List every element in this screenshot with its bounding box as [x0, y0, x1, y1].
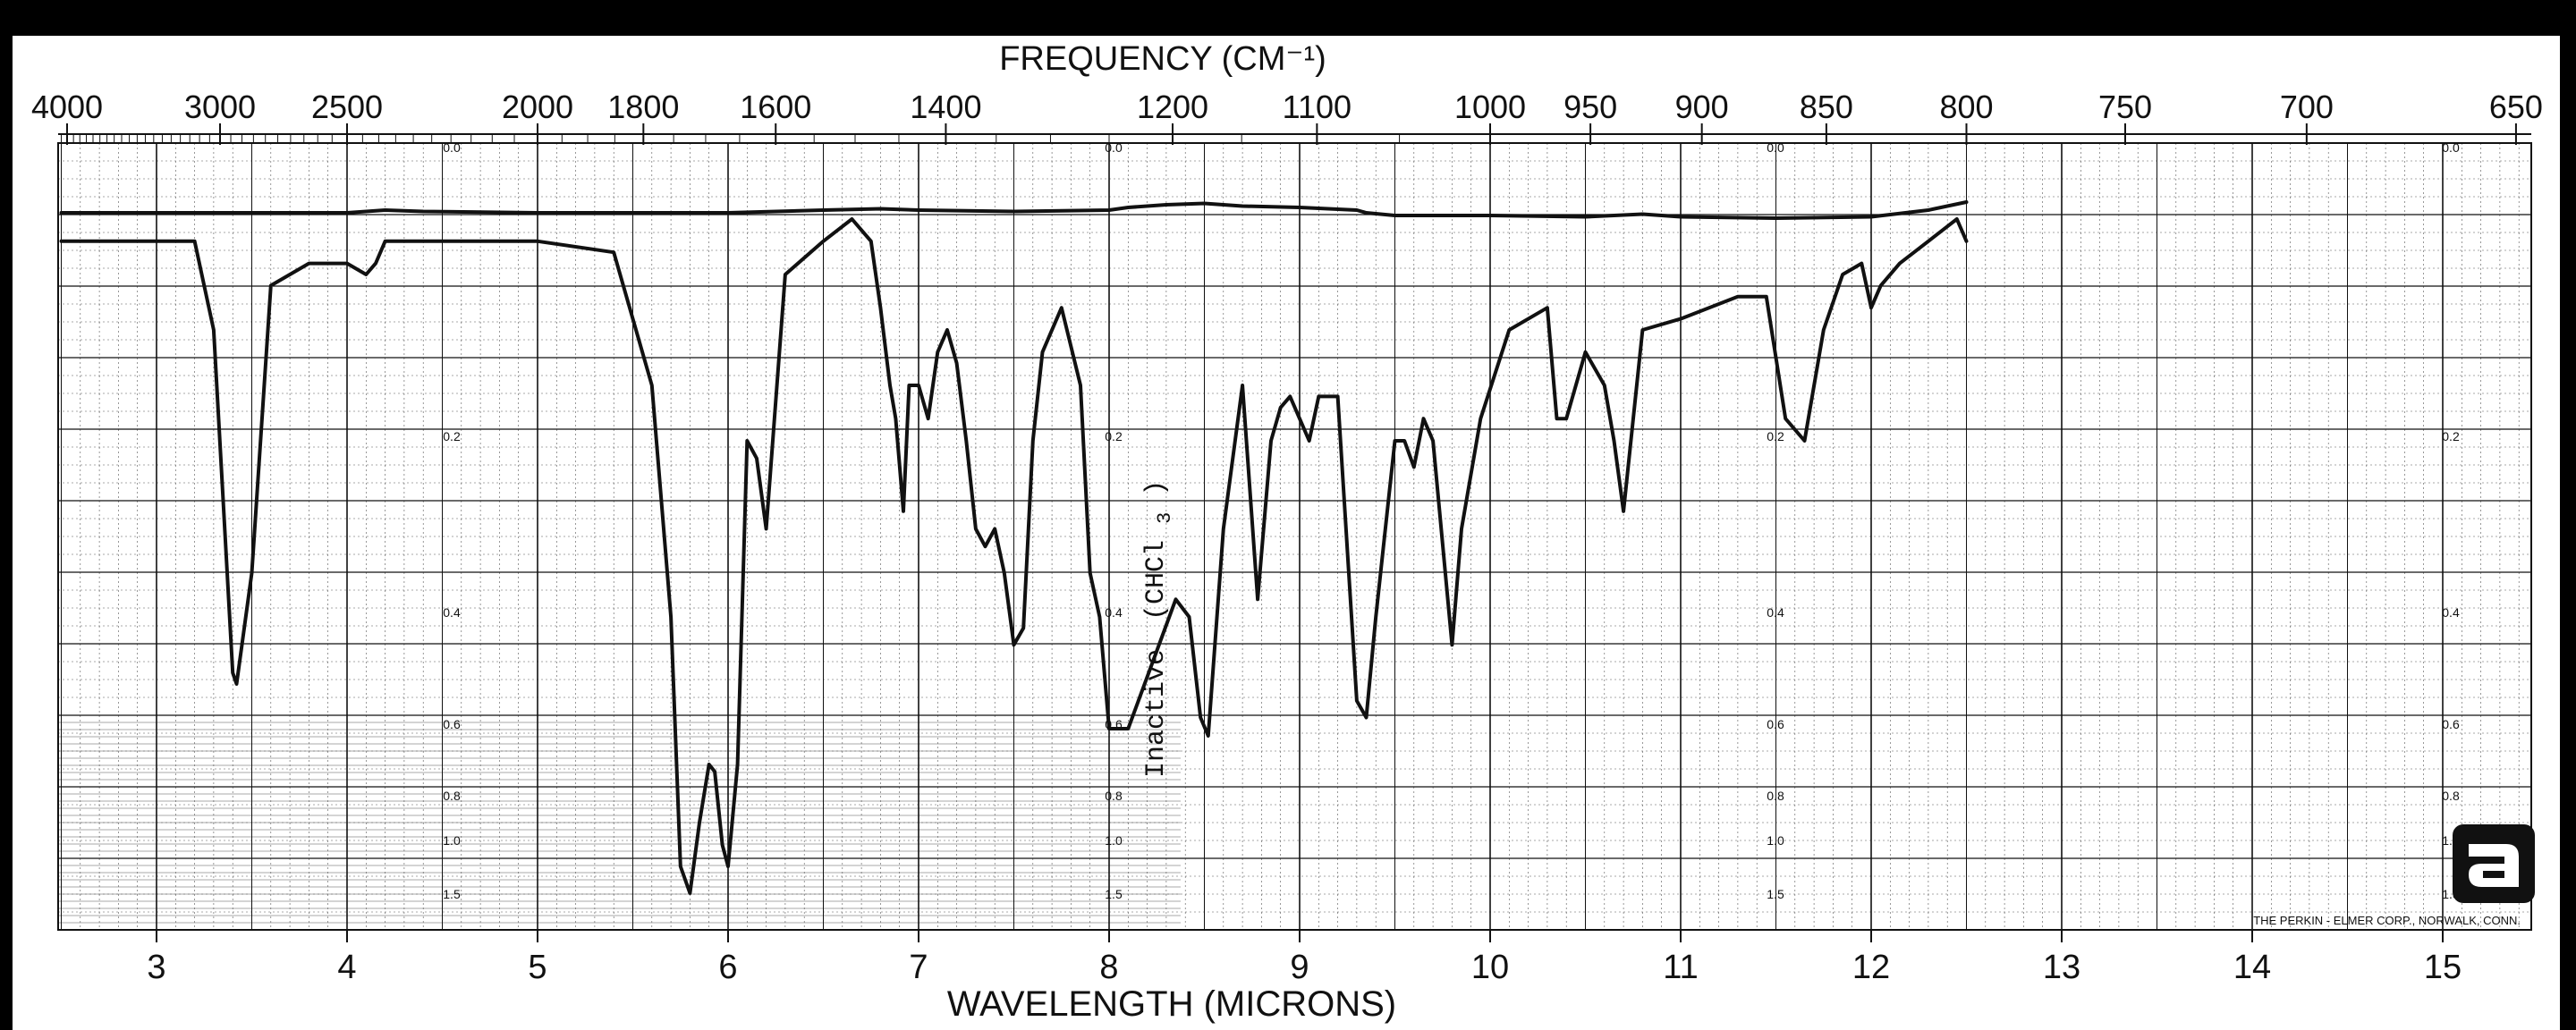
absorbance-tick-label: 0.4: [1105, 605, 1123, 620]
absorbance-tick-label: 1.5: [1767, 887, 1784, 901]
bottom-axis-label: WAVELENGTH (MICRONS): [947, 984, 1396, 1024]
top-axis-label: FREQUENCY (CM⁻¹): [999, 40, 1326, 78]
absorbance-tick-label: 0.6: [443, 717, 461, 731]
absorbance-tick-label: 1.0: [1105, 833, 1123, 848]
series-baseline-line: [59, 200, 1969, 220]
absorbance-tick-label: 1.5: [1105, 887, 1123, 901]
top-tick-label: 1400: [910, 89, 981, 125]
annotation-word-chcl: (CHCl: [1141, 540, 1172, 621]
top-tick-label: 2000: [502, 89, 573, 125]
inactive-annotation: Inactive (CHCl 3 ): [1141, 480, 1176, 778]
absorbance-tick-label: 0.2: [1105, 429, 1123, 443]
top-tick-label: 2500: [311, 89, 383, 125]
bottom-tick-label: 7: [909, 949, 928, 986]
absorbance-tick-label: 0.0: [1767, 140, 1784, 155]
bottom-wavelength-ticks: 3 4 5 6 7 8 9 10 11 12 13 14 15: [58, 929, 2531, 986]
top-frequency-ticks: 4000 3000 2500 2000 1800 1600 1400 1200 1100 1000…: [31, 89, 2543, 145]
absorbance-tick-label: 0.6: [2442, 717, 2460, 731]
left-black-edge: [0, 0, 13, 1030]
absorbance-tick-label: 0.2: [443, 429, 461, 443]
absorbance-tick-label: 0.4: [443, 605, 461, 620]
top-tick-label: 800: [1939, 89, 1993, 125]
bottom-tick-label: 6: [718, 949, 737, 986]
bottom-tick-label: 11: [1663, 949, 1698, 986]
top-tick-label: 650: [2489, 89, 2543, 125]
perkin-elmer-credit: THE PERKIN - ELMER CORP., NORWALK, CONN.: [2253, 914, 2521, 927]
bottom-tick-label: 15: [2424, 949, 2462, 986]
bottom-tick-label: 10: [1471, 949, 1509, 986]
top-tick-label: 750: [2098, 89, 2152, 125]
top-tick-label: 4000: [31, 89, 103, 125]
annotation-subscript-3: 3: [1154, 512, 1176, 524]
absorbance-tick-label: 0.4: [2442, 605, 2460, 620]
top-tick-label: 1800: [607, 89, 679, 125]
absorbance-tick-label: 1.0: [443, 833, 461, 848]
series-sample-line: [59, 217, 1969, 895]
absorbance-tick-label: 0.0: [443, 140, 461, 155]
bottom-tick-label: 4: [337, 949, 356, 986]
bottom-tick-label: 3: [147, 949, 165, 986]
top-tick-label: 700: [2280, 89, 2334, 125]
absorbance-tick-labels: 0.0 0.2 0.4 0.6 0.8 1.0 1.5 0.0 0.2 0.4 0.6 0.8 1.0 1…: [443, 140, 2460, 901]
perkin-elmer-logo-icon: [2453, 824, 2535, 903]
absorbance-tick-label: 0.2: [1767, 429, 1784, 443]
bottom-tick-label: 9: [1290, 949, 1309, 986]
annotation-close-paren: ): [1141, 480, 1172, 496]
top-tick-label: 1000: [1454, 89, 1526, 125]
bottom-tick-label: 12: [1852, 949, 1890, 986]
top-tick-label: 900: [1675, 89, 1729, 125]
bottom-tick-label: 13: [2043, 949, 2080, 986]
top-tick-label: 950: [1563, 89, 1617, 125]
bottom-tick-label: 8: [1099, 949, 1118, 986]
absorbance-tick-label: 0.2: [2442, 429, 2460, 443]
bottom-tick-label: 14: [2233, 949, 2271, 986]
right-black-edge: [2560, 0, 2576, 1030]
top-tick-label: 1200: [1137, 89, 1208, 125]
annotation-word-inactive: Inactive: [1141, 649, 1172, 778]
top-tick-label: 1600: [740, 89, 811, 125]
absorbance-tick-label: 0.6: [1767, 717, 1784, 731]
major-grid: [57, 142, 2532, 931]
top-tick-label: 1100: [1283, 89, 1352, 125]
spectrum-series: [59, 200, 1969, 895]
absorbance-tick-label: 0.8: [1105, 789, 1123, 803]
absorbance-tick-label: 0.8: [443, 789, 461, 803]
absorbance-tick-label: 0.8: [2442, 789, 2460, 803]
absorbance-tick-label: 0.8: [1767, 789, 1784, 803]
absorbance-tick-label: 0.0: [1105, 140, 1123, 155]
absorbance-tick-label: 0.4: [1767, 605, 1784, 620]
absorbance-tick-label: 1.0: [1767, 833, 1784, 848]
top-black-band: [0, 0, 2576, 36]
bottom-tick-label: 5: [528, 949, 547, 986]
top-tick-label: 3000: [184, 89, 256, 125]
absorbance-tick-label: 0.0: [2442, 140, 2460, 155]
top-tick-label: 850: [1800, 89, 1853, 125]
absorbance-tick-label: 1.5: [443, 887, 461, 901]
